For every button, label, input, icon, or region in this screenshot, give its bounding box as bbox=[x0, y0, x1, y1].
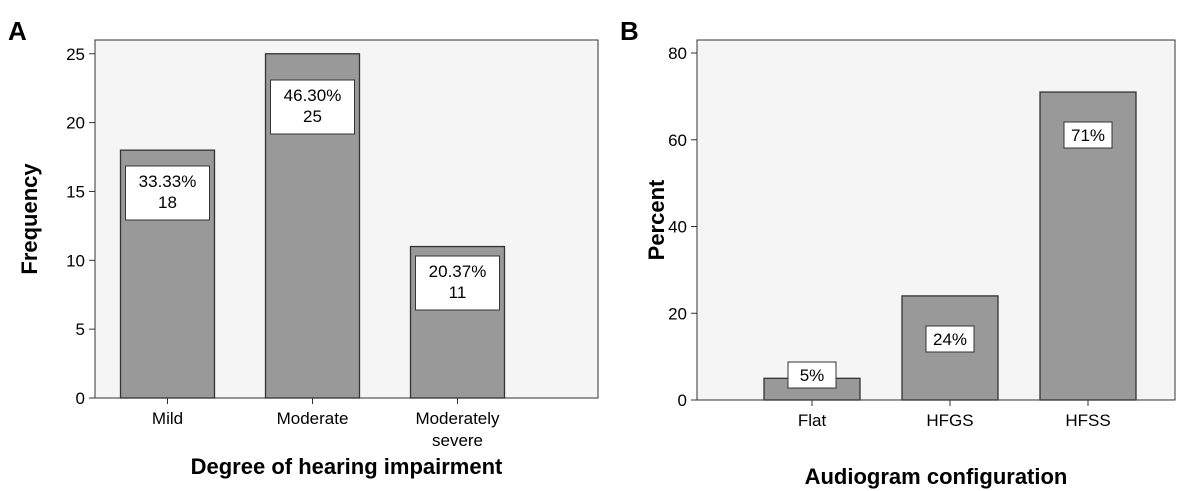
x-tick-label: HFGS bbox=[926, 411, 973, 430]
x-tick-label: Moderate bbox=[277, 409, 349, 428]
x-tick-label: Mild bbox=[152, 409, 183, 428]
x-tick-label: Moderately severe bbox=[415, 409, 500, 450]
x-axis-title: Audiogram configuration bbox=[805, 464, 1068, 489]
data-label: 20.37% 11 bbox=[429, 262, 487, 302]
data-label-box bbox=[270, 79, 355, 135]
data-label-box bbox=[125, 165, 210, 221]
data-label-box bbox=[415, 255, 500, 311]
chart-panel-a: A 0 5 10 15 20 25 Mild 33.33% 18 Moderate 46.30% 25 M… bbox=[8, 16, 599, 479]
panel-letter: B bbox=[620, 16, 639, 46]
y-tick-label: 5 bbox=[76, 320, 85, 339]
y-tick-label: 20 bbox=[66, 114, 85, 133]
data-label: 46.30% 25 bbox=[284, 86, 342, 126]
y-axis-title: Frequency bbox=[17, 163, 42, 275]
y-axis-title: Percent bbox=[644, 179, 669, 260]
y-tick-label: 15 bbox=[66, 182, 85, 201]
data-label-box bbox=[787, 361, 837, 389]
chart-panel-b: B 0 20 40 60 80 Flat 5% HFGS 24% HFSS 71% Percent Aud… bbox=[620, 16, 1176, 489]
x-tick-label: HFSS bbox=[1065, 411, 1110, 430]
data-label: 33.33% 18 bbox=[139, 172, 197, 212]
data-label: 5% bbox=[800, 366, 825, 385]
y-tick-label: 10 bbox=[66, 251, 85, 270]
y-tick-label: 0 bbox=[678, 391, 687, 410]
x-axis-title: Degree of hearing impairment bbox=[191, 454, 503, 479]
y-tick-label: 40 bbox=[668, 218, 687, 237]
data-label-box bbox=[925, 325, 975, 353]
y-tick-label: 60 bbox=[668, 131, 687, 150]
y-tick-label: 20 bbox=[668, 304, 687, 323]
panel-letter: A bbox=[8, 16, 27, 46]
data-label: 71% bbox=[1071, 126, 1105, 145]
x-tick-label: Flat bbox=[798, 411, 827, 430]
y-tick-label: 25 bbox=[66, 45, 85, 64]
data-label: 24% bbox=[933, 330, 967, 349]
data-label-box bbox=[1063, 121, 1113, 149]
y-tick-label: 80 bbox=[668, 44, 687, 63]
y-tick-label: 0 bbox=[76, 389, 85, 408]
